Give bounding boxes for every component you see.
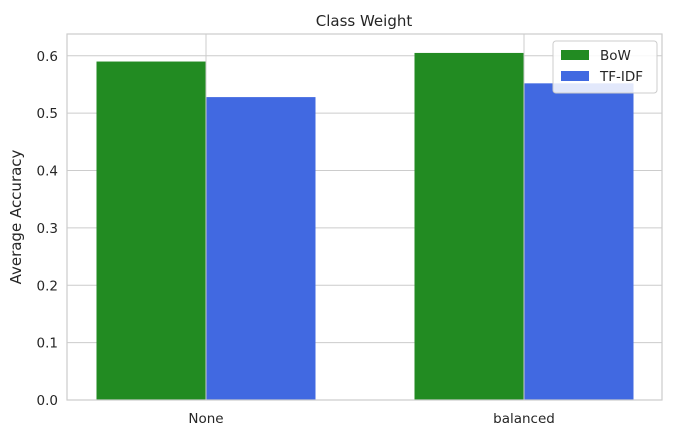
legend-label: TF-IDF (599, 69, 643, 85)
plot-frame (66, 33, 663, 401)
x-tick-label: balanced (493, 411, 555, 427)
bars (96, 52, 634, 401)
y-tick-label: 0.0 (37, 393, 58, 409)
y-tick-label: 0.5 (37, 106, 58, 122)
y-tick-label: 0.6 (37, 49, 58, 65)
y-tick-labels: 0.0 0.1 0.2 0.3 0.4 0.5 0.6 (37, 49, 58, 409)
y-tick-label: 0.2 (37, 278, 58, 294)
chart-title: Class Weight (316, 12, 413, 30)
legend-label: BoW (600, 48, 631, 64)
y-axis-label: Average Accuracy (7, 149, 25, 284)
bar-tf-idf-none (206, 97, 316, 400)
x-tick-label: None (188, 411, 223, 427)
y-tick-label: 0.4 (37, 164, 58, 180)
legend-swatch-bow (561, 50, 589, 60)
plot-border (66, 33, 663, 401)
bar-bow-none (96, 61, 206, 401)
legend-swatch-tf-idf (561, 71, 589, 81)
bar-tf-idf-balanced (524, 83, 634, 401)
bar-bow-balanced (414, 52, 524, 401)
y-tick-label: 0.3 (37, 221, 58, 237)
y-tick-label: 0.1 (37, 336, 58, 352)
legend: BoW TF-IDF (552, 40, 658, 94)
x-tick-labels: None balanced (188, 411, 554, 427)
